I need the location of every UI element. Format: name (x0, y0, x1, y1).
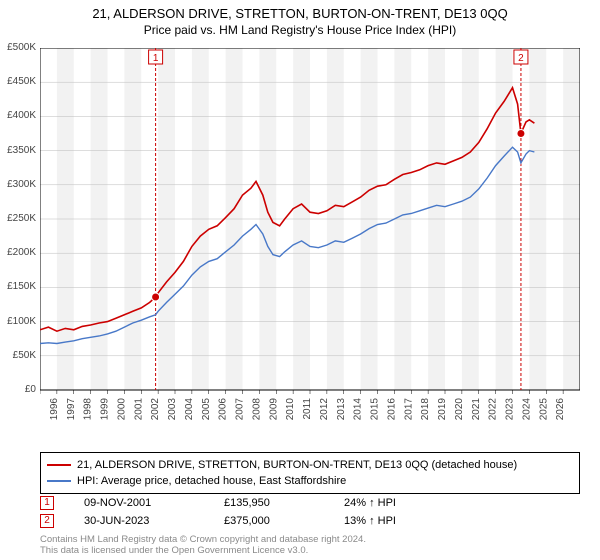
svg-text:1995: 1995 (40, 398, 43, 420)
event-marker: 1 (40, 496, 54, 510)
svg-text:2024: 2024 (521, 398, 532, 420)
event-price: £375,000 (224, 512, 314, 530)
svg-text:2005: 2005 (201, 398, 212, 420)
attribution-line: Contains HM Land Registry data © Crown c… (40, 534, 366, 545)
legend-label: HPI: Average price, detached house, East… (77, 473, 346, 489)
page-title: 21, ALDERSON DRIVE, STRETTON, BURTON-ON-… (0, 0, 600, 21)
svg-text:2016: 2016 (386, 398, 397, 420)
legend-swatch (47, 464, 71, 466)
svg-text:2013: 2013 (336, 398, 347, 420)
svg-text:1997: 1997 (66, 398, 77, 420)
legend-item: HPI: Average price, detached house, East… (47, 473, 573, 489)
svg-text:2023: 2023 (505, 398, 516, 420)
event-hpi-diff: 13% ↑ HPI (344, 512, 396, 530)
y-tick-label: £100K (0, 316, 36, 327)
svg-text:2001: 2001 (133, 398, 144, 420)
y-tick-label: £150K (0, 281, 36, 292)
svg-text:2011: 2011 (302, 398, 313, 420)
svg-text:2006: 2006 (218, 398, 229, 420)
svg-text:2000: 2000 (116, 398, 127, 420)
y-tick-label: £250K (0, 213, 36, 224)
svg-text:2002: 2002 (150, 398, 161, 420)
event-hpi-diff: 24% ↑ HPI (344, 494, 396, 512)
svg-text:2019: 2019 (437, 398, 448, 420)
svg-text:1996: 1996 (49, 398, 60, 420)
svg-text:2025: 2025 (538, 398, 549, 420)
price-chart: 1 2 1995 1996 1997 1998 1999 2000 2001 2002 2003 20… (40, 48, 580, 420)
legend-item: 21, ALDERSON DRIVE, STRETTON, BURTON-ON-… (47, 457, 573, 473)
svg-text:2018: 2018 (420, 398, 431, 420)
svg-text:2022: 2022 (488, 398, 499, 420)
event-date: 09-NOV-2001 (84, 494, 194, 512)
y-tick-label: £350K (0, 145, 36, 156)
y-tick-label: £50K (0, 350, 36, 361)
y-tick-label: £450K (0, 76, 36, 87)
y-tick-label: £0 (0, 384, 36, 395)
y-tick-label: £400K (0, 110, 36, 121)
event-marker: 2 (40, 514, 54, 528)
chart-svg: 1 2 1995 1996 1997 1998 1999 2000 2001 2002 2003 20… (40, 48, 580, 420)
svg-text:2007: 2007 (235, 398, 246, 420)
svg-text:2021: 2021 (471, 398, 482, 420)
svg-text:2003: 2003 (167, 398, 178, 420)
svg-text:2010: 2010 (285, 398, 296, 420)
event-table: 1 09-NOV-2001 £135,950 24% ↑ HPI 2 30-JUN-202… (40, 494, 396, 530)
event-row: 1 09-NOV-2001 £135,950 24% ↑ HPI (40, 494, 396, 512)
legend-label: 21, ALDERSON DRIVE, STRETTON, BURTON-ON-… (77, 457, 517, 473)
attribution-line: This data is licensed under the Open Gov… (40, 545, 366, 556)
attribution: Contains HM Land Registry data © Crown c… (40, 534, 366, 556)
event-date: 30-JUN-2023 (84, 512, 194, 530)
svg-text:2009: 2009 (268, 398, 279, 420)
svg-text:2020: 2020 (454, 398, 465, 420)
y-tick-label: £200K (0, 247, 36, 258)
svg-text:2015: 2015 (370, 398, 381, 420)
y-tick-label: £300K (0, 179, 36, 190)
svg-text:1998: 1998 (83, 398, 94, 420)
chart-legend: 21, ALDERSON DRIVE, STRETTON, BURTON-ON-… (40, 452, 580, 494)
svg-text:2026: 2026 (555, 398, 566, 420)
page-subtitle: Price paid vs. HM Land Registry's House … (0, 21, 600, 37)
event-price: £135,950 (224, 494, 314, 512)
svg-text:2004: 2004 (184, 398, 195, 420)
legend-swatch (47, 480, 71, 482)
event-row: 2 30-JUN-2023 £375,000 13% ↑ HPI (40, 512, 396, 530)
svg-text:2: 2 (518, 53, 524, 64)
svg-text:2014: 2014 (353, 398, 364, 420)
svg-text:2017: 2017 (403, 398, 414, 420)
svg-text:2012: 2012 (319, 398, 330, 420)
svg-text:2008: 2008 (251, 398, 262, 420)
y-tick-label: £500K (0, 42, 36, 53)
svg-text:1999: 1999 (100, 398, 111, 420)
svg-text:1: 1 (153, 53, 159, 64)
